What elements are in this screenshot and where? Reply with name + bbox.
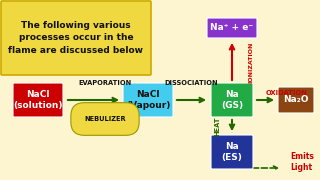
Text: NEBULIZER: NEBULIZER [84, 116, 126, 122]
FancyBboxPatch shape [1, 1, 151, 75]
FancyBboxPatch shape [123, 83, 173, 117]
Text: NaCl
(solution): NaCl (solution) [13, 90, 63, 110]
FancyBboxPatch shape [278, 87, 314, 113]
Text: IONIZATION: IONIZATION [248, 41, 253, 83]
Text: NaCl
(Vapour): NaCl (Vapour) [126, 90, 170, 110]
Text: Na⁺ + e⁻: Na⁺ + e⁻ [211, 24, 253, 33]
Text: HEAT: HEAT [214, 116, 220, 136]
Text: DISSOCIATION: DISSOCIATION [164, 80, 218, 86]
Text: OXIDATION: OXIDATION [266, 90, 308, 96]
Text: EVAPORATION: EVAPORATION [78, 80, 132, 86]
FancyBboxPatch shape [211, 135, 253, 169]
Text: Na
(GS): Na (GS) [221, 90, 243, 110]
Text: Na₂O: Na₂O [283, 96, 309, 105]
Text: Emits
Light: Emits Light [290, 152, 314, 172]
FancyBboxPatch shape [207, 18, 257, 38]
Text: Na
(ES): Na (ES) [221, 142, 243, 162]
FancyBboxPatch shape [13, 83, 63, 117]
FancyBboxPatch shape [211, 83, 253, 117]
Text: The following various
processes occur in the
flame are discussed below: The following various processes occur in… [9, 21, 143, 55]
